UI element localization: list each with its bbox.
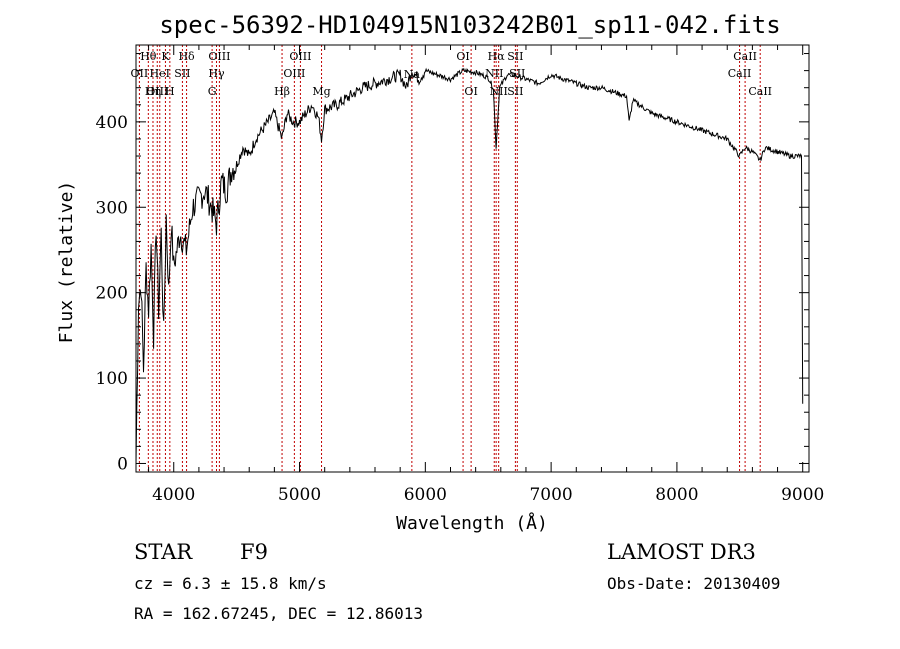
line-annotation: OIII — [289, 50, 311, 63]
line-annotation: Hα — [488, 50, 506, 63]
y-axis-ticks: 0 100 200 300 400 — [96, 53, 809, 474]
line-annotation: HeI — [150, 67, 170, 80]
line-annotation: Hβ — [274, 85, 290, 98]
line-annotation: G — [208, 85, 217, 98]
object-subclass: F9 — [240, 540, 268, 564]
plot-frame — [135, 44, 810, 473]
y-tick-label: 200 — [96, 284, 128, 304]
redshift-text: cz = 6.3 ± 15.8 km/s — [134, 574, 327, 593]
x-tick-label: 4000 — [152, 485, 195, 505]
line-annotation: Hγ — [208, 67, 225, 80]
x-tick-label: 5000 — [278, 485, 321, 505]
object-class: STAR — [134, 540, 193, 564]
y-tick-label: 100 — [96, 369, 128, 389]
x-tick-label: 9000 — [781, 485, 824, 505]
line-annotation: Hθ — [140, 50, 157, 63]
line-annotation: SII — [507, 85, 523, 98]
survey-name: LAMOST DR3 — [607, 540, 756, 564]
y-axis-label: Flux (relative) — [56, 181, 77, 344]
line-annotation: OIII — [208, 50, 230, 63]
line-annotation: Mg — [312, 85, 330, 98]
line-annotation: K — [161, 50, 170, 63]
x-axis-label: Wavelength (Å) — [396, 512, 548, 534]
y-tick-label: 300 — [96, 198, 128, 218]
line-annotation: OI — [464, 85, 477, 98]
spectrum-line — [135, 67, 804, 464]
chart-title: spec-56392-HD104915N103242B01_sp11-042.f… — [159, 11, 780, 39]
line-annotation: OII — [131, 67, 149, 80]
line-annotations: Hθ OII OIII K HeI Hη SII H Hδ OIII Hγ G OIII OIII Hβ Mg… — [131, 50, 772, 98]
line-annotation: OIII — [283, 67, 305, 80]
y-tick-label: 0 — [117, 454, 128, 474]
emission-line-markers — [138, 45, 761, 472]
x-tick-label: 7000 — [529, 485, 572, 505]
x-tick-label: 6000 — [404, 485, 447, 505]
line-annotation: SII — [507, 50, 523, 63]
line-annotation: SII — [174, 67, 190, 80]
line-annotation: OI — [456, 50, 469, 63]
obs-date: Obs-Date: 20130409 — [607, 574, 781, 593]
coordinates: RA = 162.67245, DEC = 12.86013 — [134, 604, 423, 623]
line-annotation: Hη — [145, 85, 161, 98]
line-annotation: CaII — [733, 50, 757, 63]
line-annotation: CaII — [748, 85, 772, 98]
x-tick-label: 8000 — [655, 485, 698, 505]
line-annotation: H — [165, 85, 175, 98]
line-annotation: NII — [485, 67, 503, 80]
y-tick-label: 400 — [96, 113, 128, 133]
line-annotation: OIII — [146, 85, 168, 98]
x-axis-ticks: 4000 5000 6000 7000 8000 9000 — [148, 45, 824, 505]
line-annotation: Hδ — [178, 50, 195, 63]
line-annotation: CaII — [728, 67, 752, 80]
